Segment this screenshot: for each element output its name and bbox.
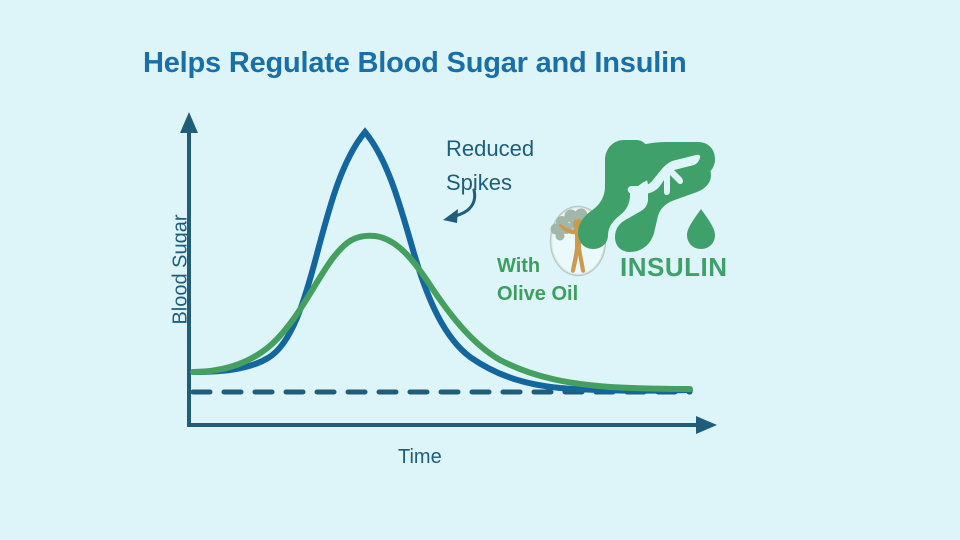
annotation-insulin: INSULIN	[620, 252, 728, 282]
curved-arrow-icon	[443, 188, 477, 223]
annotation-with-olive-oil: With Olive Oil	[497, 255, 579, 305]
page-title: Helps Regulate Blood Sugar and Insulin	[143, 47, 687, 79]
pancreas-icon	[578, 140, 715, 252]
y-axis-label: Blood Sugar	[169, 214, 192, 325]
y-axis	[180, 112, 198, 425]
curve-without-olive-oil	[190, 127, 693, 394]
annotation-reduced-spikes: Reduced Spikes	[446, 136, 535, 195]
x-axis-label: Time	[398, 446, 442, 468]
curve-with-olive-oil	[190, 232, 693, 392]
x-axis	[187, 416, 717, 434]
